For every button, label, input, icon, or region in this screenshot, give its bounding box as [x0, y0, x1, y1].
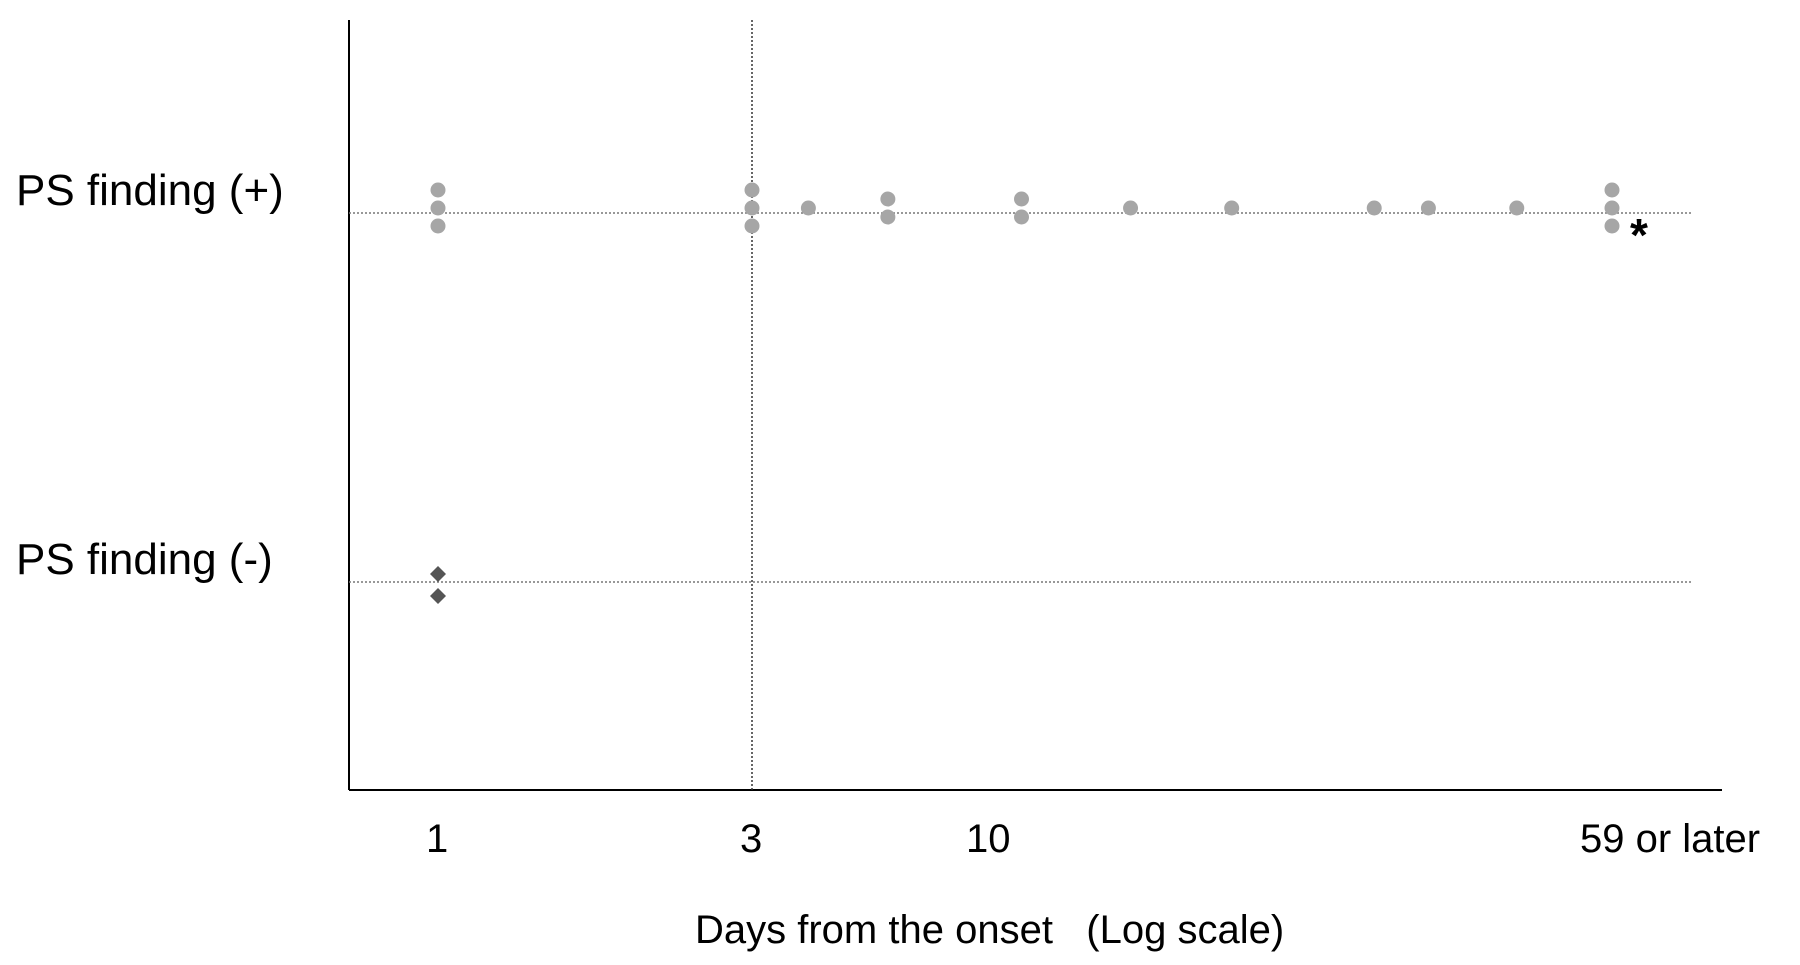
data-point-circle: [1509, 200, 1525, 216]
data-point-circle: [744, 182, 760, 198]
x-axis-label: Days from the onset (Log scale): [695, 908, 1284, 952]
data-point-circle: [1014, 209, 1030, 225]
data-point-circle: [1014, 191, 1030, 207]
data-point-circle: [1123, 200, 1139, 216]
data-point-circle: [1224, 200, 1240, 216]
x-tick-label: 59 or later: [1580, 817, 1760, 861]
data-point-circle: [1420, 200, 1436, 216]
asterisk-annotation: *: [1630, 209, 1648, 261]
data-point-circle: [880, 209, 896, 225]
data-point-circle: [1366, 200, 1382, 216]
data-point-circle: [744, 218, 760, 234]
y-category-label: PS finding (+): [16, 166, 284, 215]
x-tick-label: 1: [426, 817, 448, 861]
data-point-circle: [1604, 200, 1620, 216]
y-category-label: PS finding (-): [16, 535, 273, 584]
data-point-diamond: [430, 588, 446, 604]
data-point-circle: [430, 182, 446, 198]
data-point-diamond: [430, 566, 446, 582]
x-tick-label: 10: [966, 817, 1011, 861]
data-point-circle: [430, 200, 446, 216]
data-point-circle: [800, 200, 816, 216]
data-point-circle: [1604, 182, 1620, 198]
data-point-circle: [744, 200, 760, 216]
x-tick-label: 3: [740, 817, 762, 861]
data-point-circle: [430, 218, 446, 234]
data-point-circle: [880, 191, 896, 207]
data-point-circle: [1604, 218, 1620, 234]
